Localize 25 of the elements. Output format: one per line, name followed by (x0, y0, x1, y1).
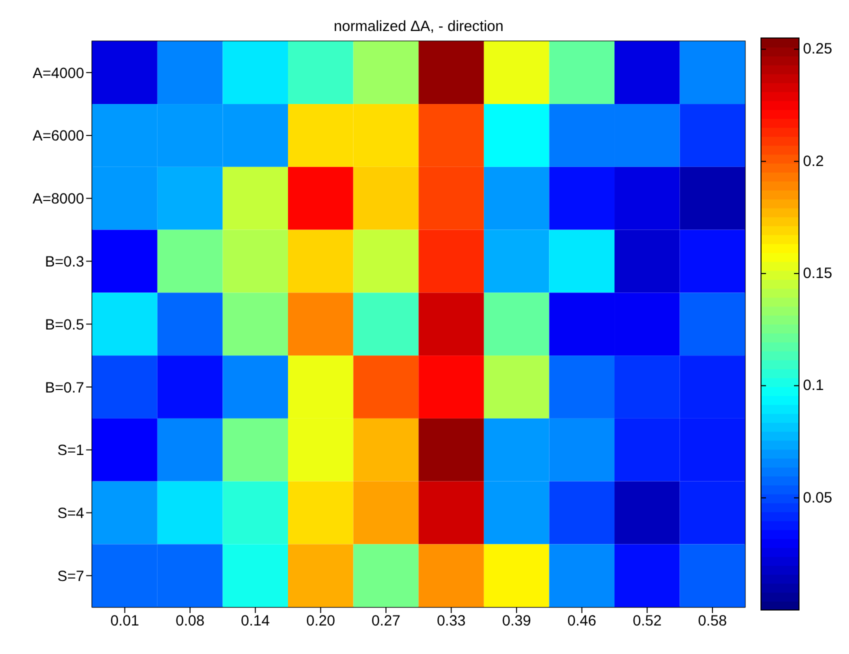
x-tick-label: 0.52 (632, 614, 662, 630)
color-bar-label: 0.25 (802, 40, 832, 58)
y-tick-label: S=7 (57, 568, 84, 585)
color-bar-label: 0.1 (802, 377, 824, 394)
y-tick-label: B=0.3 (45, 254, 84, 270)
y-tick-label: S=4 (57, 506, 84, 522)
color-bar-label: 0.05 (802, 489, 832, 506)
y-tick-label: A=8000 (32, 192, 84, 208)
x-tick-label: 0.46 (567, 614, 596, 630)
color-bar-label: 0.15 (802, 265, 832, 282)
x-tick-label: 0.14 (240, 614, 270, 630)
color-bar-label: 0.2 (802, 152, 824, 170)
x-tick-label: 0.01 (110, 614, 140, 630)
chart-title: normalized ΔA, - direction (334, 19, 504, 36)
y-tick-label: B=0.5 (45, 317, 84, 334)
x-tick-label: 0.08 (176, 614, 204, 630)
y-tick-label: A=6000 (32, 128, 84, 145)
y-tick-label: A=4000 (32, 66, 84, 82)
x-tick-label: 0.20 (306, 614, 336, 630)
y-tick-label: B=0.7 (45, 380, 84, 396)
x-tick-label: 0.27 (372, 614, 400, 630)
x-tick-label: 0.33 (436, 614, 466, 630)
x-tick-label: 0.39 (502, 614, 531, 630)
y-tick-label: S=1 (57, 443, 84, 460)
x-tick-label: 0.58 (698, 614, 727, 630)
